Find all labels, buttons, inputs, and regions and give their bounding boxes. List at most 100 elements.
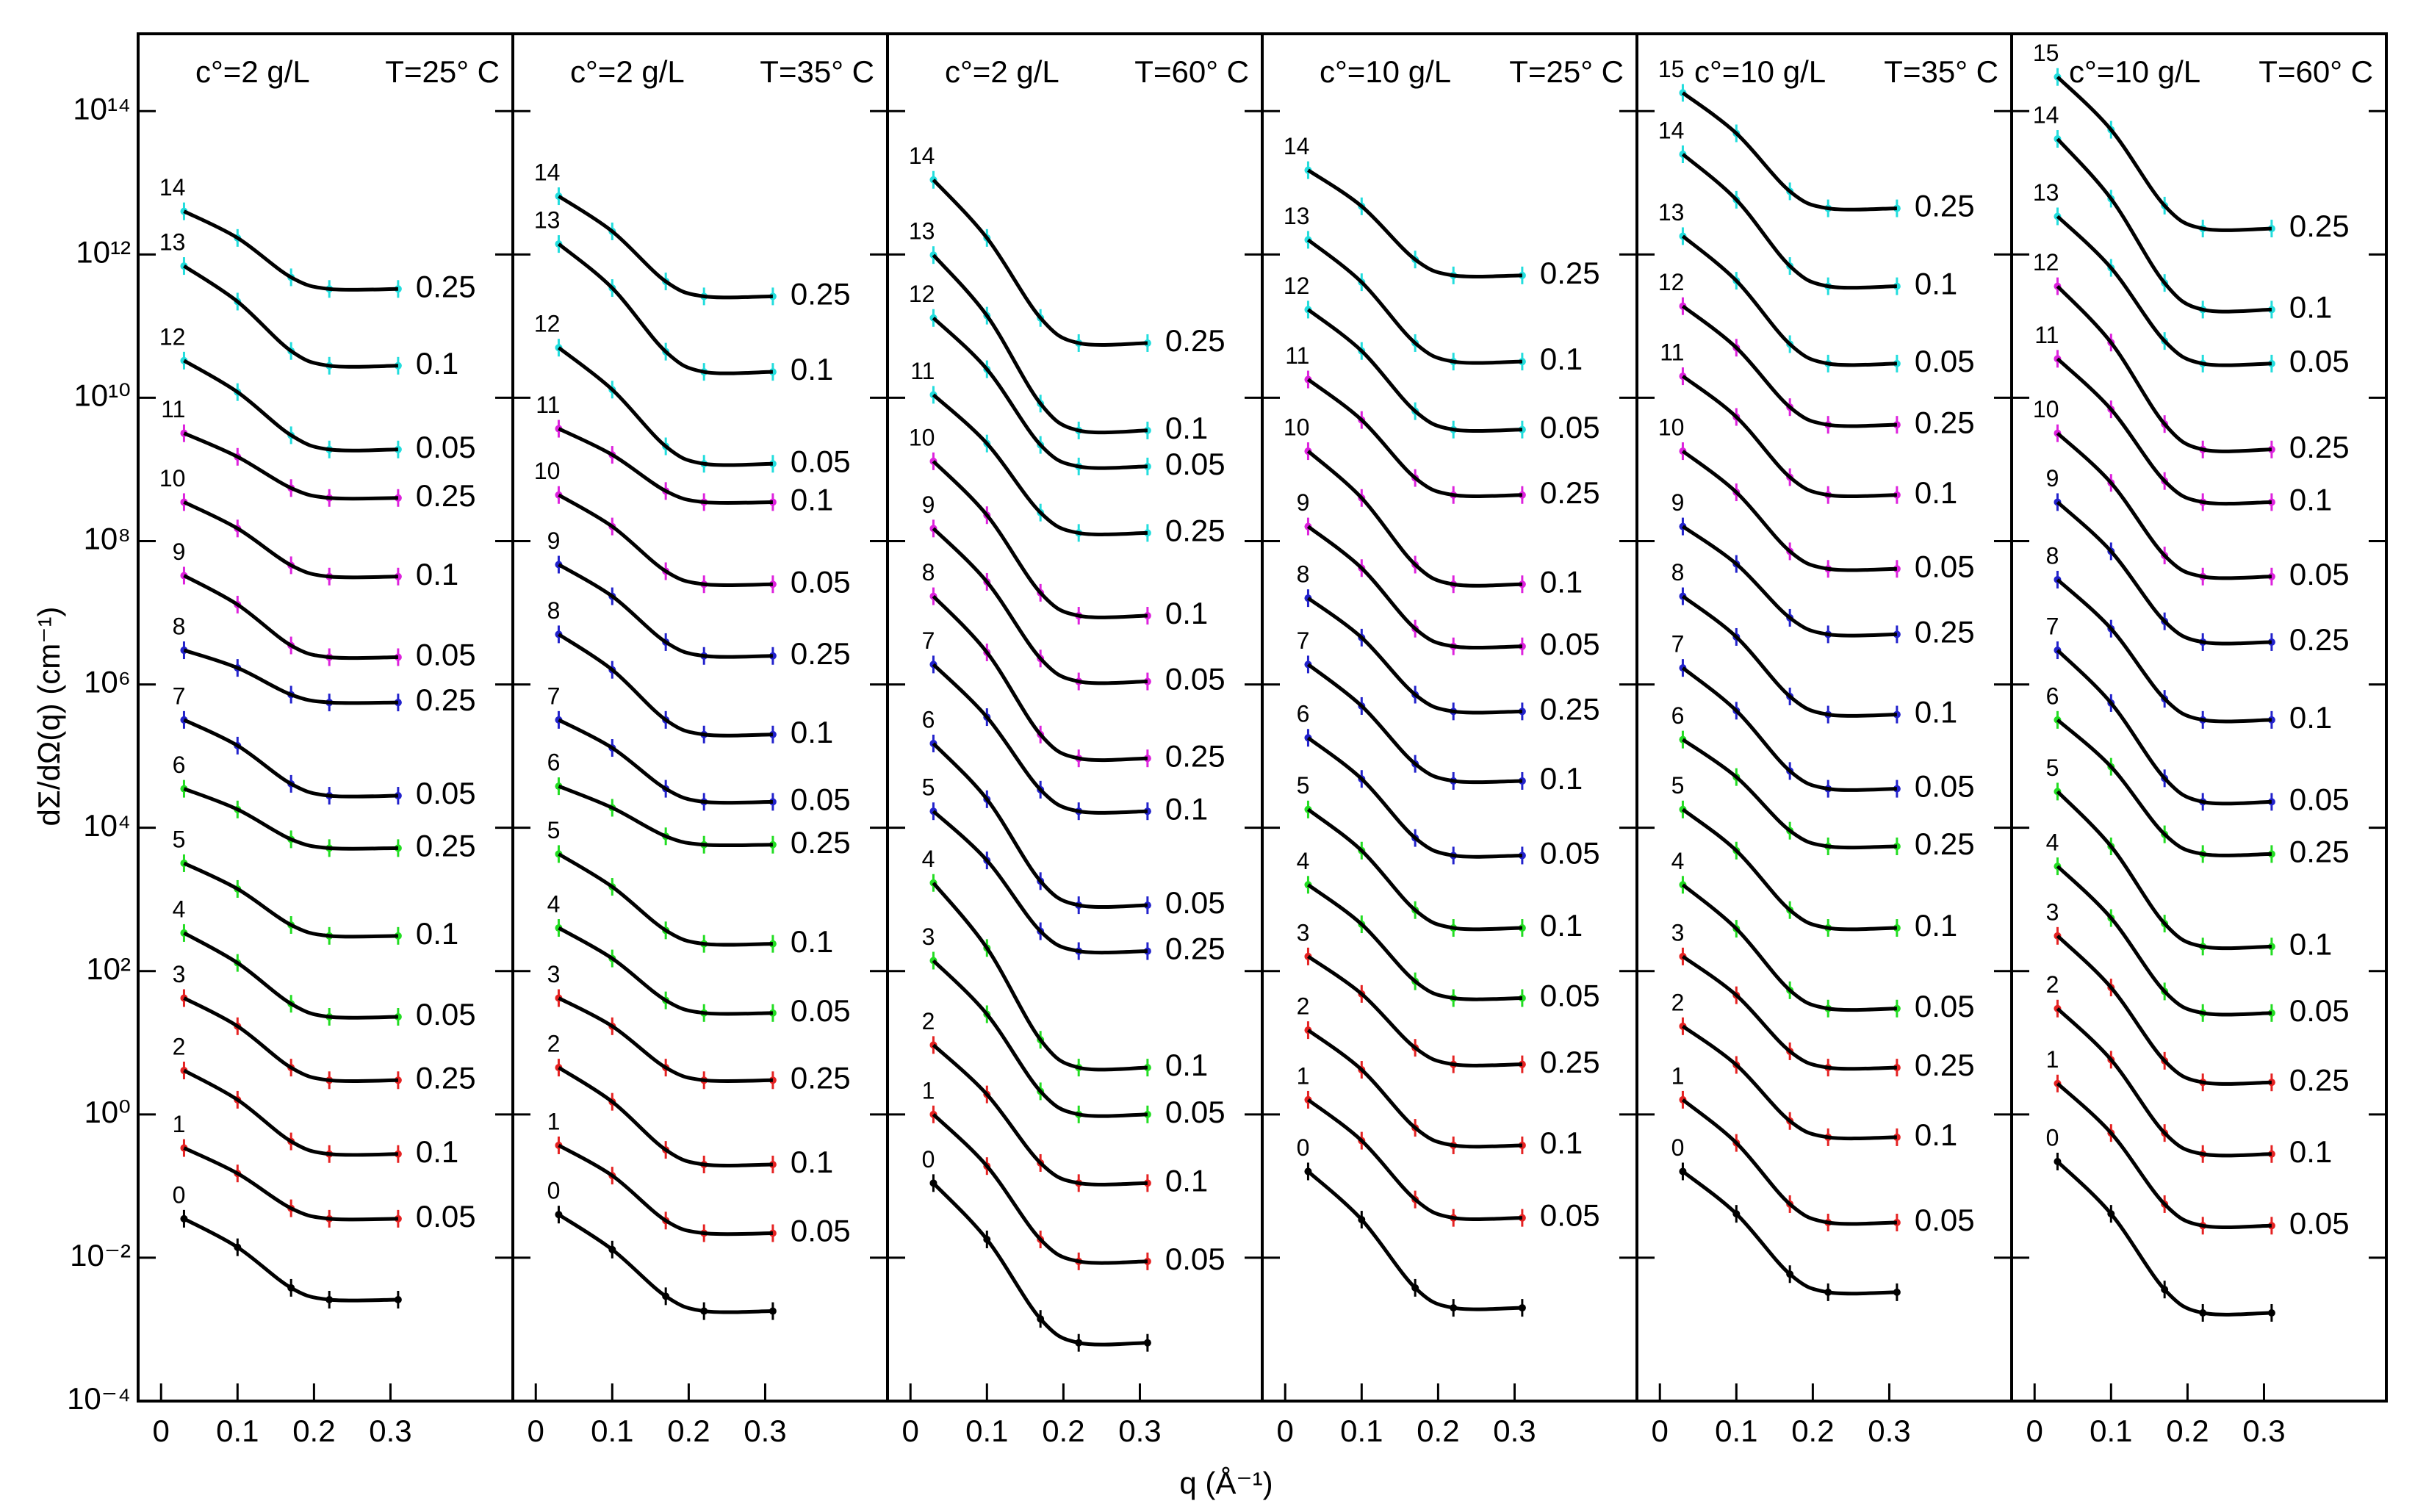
fit-line [558, 493, 773, 588]
fit-line [932, 594, 1148, 763]
curve-number: 6 [1671, 702, 1685, 729]
fit-line [1681, 594, 1897, 718]
curve-label: 0.1 [791, 1145, 833, 1179]
x-tick-label: 0 [902, 1414, 919, 1448]
curve-number: 9 [1671, 489, 1685, 516]
curve-label: 0.05 [1915, 344, 1975, 378]
curve-label: 0.1 [1915, 267, 1957, 301]
fit-line [932, 393, 1148, 536]
curve-label: 0.25 [2289, 1062, 2350, 1097]
curve-label: 0.25 [1915, 1048, 1975, 1082]
y-tick-label: 10⁻² [70, 1238, 131, 1272]
curve-label: 0.25 [416, 828, 476, 863]
fit-line [2056, 718, 2272, 857]
curve-number: 7 [173, 683, 186, 709]
curve-number: 1 [547, 1108, 561, 1134]
curve-number: 10 [159, 465, 186, 492]
fit-line [183, 787, 398, 851]
curve-label: 0.25 [1915, 405, 1975, 439]
curve-label: 0.1 [2289, 290, 2332, 325]
curve-number: 11 [1285, 342, 1309, 369]
fit-line [183, 431, 398, 501]
curve-number: 14 [1284, 133, 1310, 159]
x-tick-label: 0.3 [744, 1414, 786, 1448]
curve-number: 12 [159, 323, 186, 350]
curve-number: 14 [159, 174, 186, 201]
curve-label: 0.25 [2289, 209, 2350, 243]
fit-line [558, 784, 773, 848]
curve-number: 1 [173, 1111, 186, 1137]
curve-number: 8 [547, 597, 561, 624]
fit-line [1306, 378, 1522, 498]
curve-number: 13 [2033, 179, 2059, 206]
fit-line [1306, 663, 1522, 785]
curve-number: 0 [173, 1181, 186, 1208]
curve-label: 0.05 [791, 564, 851, 599]
x-tick-label: 0.3 [1493, 1414, 1536, 1448]
curve-number: 13 [159, 229, 186, 256]
curve-number: 3 [2046, 899, 2059, 925]
curve-label: 0.1 [1915, 695, 1957, 730]
curve-number: 5 [2046, 755, 2059, 781]
curve-label: 0.05 [1540, 979, 1600, 1013]
x-tick-label: 0.1 [216, 1414, 259, 1448]
panel-title: T=60° C [1134, 54, 1249, 89]
curve-label: 0.1 [1165, 1163, 1208, 1198]
curve-number: 8 [922, 559, 935, 586]
curve-number: 7 [547, 683, 561, 709]
curve-label: 0.25 [1165, 738, 1226, 773]
curve-number: 9 [547, 528, 561, 554]
curve-number: 0 [1297, 1134, 1310, 1161]
x-tick-label: 0.2 [1042, 1414, 1084, 1448]
fit-line [1681, 1098, 1897, 1226]
x-tick-label: 0.2 [2166, 1414, 2209, 1448]
curve-label: 0.25 [1915, 189, 1975, 223]
curve-label: 0.1 [1540, 342, 1583, 376]
curve-number: 1 [2046, 1046, 2059, 1073]
fit-line [183, 931, 398, 1020]
curve-number: 14 [534, 159, 561, 186]
curve-label: 0.1 [791, 924, 833, 959]
fit-line [932, 527, 1148, 685]
fit-line [558, 427, 773, 505]
x-tick-label: 0.2 [1791, 1414, 1834, 1448]
fit-line [1681, 666, 1897, 792]
fit-line [1307, 954, 1522, 1068]
panel-title: c°=10 g/L [1694, 54, 1826, 89]
panel-title: T=35° C [1884, 54, 1998, 89]
curve-number: 13 [1658, 199, 1685, 226]
y-tick-label: 10² [86, 951, 131, 986]
curve-label: 0.05 [1915, 1203, 1975, 1237]
curve-label: 0.05 [416, 1199, 476, 1234]
curve-label: 0.25 [2289, 622, 2350, 657]
curve-number: 4 [1297, 848, 1310, 874]
x-tick-label: 0.2 [667, 1414, 710, 1448]
curve-number: 7 [922, 627, 935, 654]
curve-label: 0.1 [1915, 1117, 1957, 1152]
fit-line [1306, 1029, 1522, 1149]
curve-label: 0.25 [1540, 1045, 1600, 1079]
panel-title: T=25° C [1509, 54, 1624, 89]
fit-line [2056, 215, 2272, 367]
curve-label: 0.05 [1915, 769, 1975, 804]
fit-line [932, 179, 1148, 347]
curve-number: 7 [1671, 631, 1685, 658]
fit-line [932, 810, 1148, 955]
curve-label: 0.05 [1915, 549, 1975, 583]
y-tick-label: 10⁴ [83, 808, 131, 843]
x-axis-label: q (Å⁻¹) [1179, 1466, 1273, 1500]
curve-number: 14 [2033, 101, 2059, 128]
curve-label: 0.1 [2289, 1134, 2332, 1169]
curve-number: 6 [2046, 683, 2059, 709]
curve-number: 15 [2033, 40, 2059, 66]
fit-line [2056, 865, 2272, 1017]
curve-number: 15 [1658, 56, 1685, 82]
y-tick-label: 10⁸ [84, 522, 131, 556]
curve-number: 6 [922, 706, 935, 732]
curve-number: 0 [922, 1146, 935, 1173]
fit-line [1306, 883, 1522, 1001]
curve-number: 7 [2046, 613, 2059, 640]
fit-line [1681, 807, 1897, 932]
x-tick-label: 0 [528, 1414, 544, 1448]
